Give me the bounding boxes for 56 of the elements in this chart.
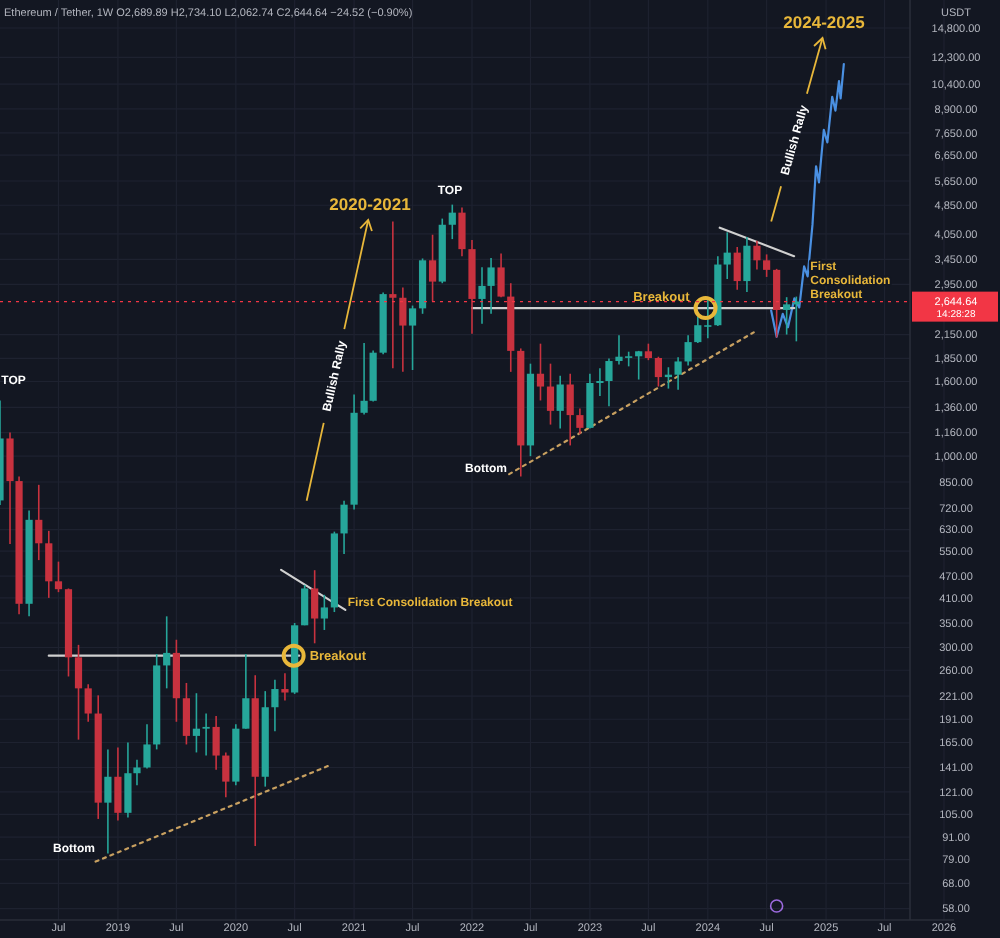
candlestick bbox=[84, 683, 92, 723]
candlestick bbox=[281, 672, 289, 702]
annotation: 2020-2021 bbox=[329, 193, 412, 214]
candlestick bbox=[35, 484, 43, 561]
candlestick bbox=[192, 692, 201, 754]
candlestick bbox=[54, 560, 63, 593]
candlestick bbox=[635, 350, 643, 381]
candlestick bbox=[546, 362, 555, 426]
candlestick bbox=[487, 257, 495, 315]
candlestick bbox=[536, 342, 545, 402]
candlestick bbox=[654, 355, 662, 388]
candlestick bbox=[222, 751, 230, 798]
candlestick bbox=[360, 342, 368, 416]
candlestick bbox=[566, 372, 574, 447]
candlestick bbox=[556, 374, 564, 430]
candlestick bbox=[301, 584, 309, 627]
candlestick bbox=[6, 431, 14, 545]
candlestick bbox=[399, 286, 407, 373]
candlestick bbox=[773, 268, 781, 339]
candlestick bbox=[133, 758, 141, 787]
candlestick bbox=[478, 266, 486, 325]
candlestick bbox=[114, 746, 122, 822]
candlestick bbox=[733, 246, 741, 291]
candlestick bbox=[74, 644, 83, 741]
candlestick bbox=[753, 239, 761, 271]
candlestick bbox=[143, 723, 151, 770]
candlestick bbox=[271, 678, 279, 733]
candlestick bbox=[586, 372, 594, 430]
candlestick bbox=[458, 206, 466, 257]
candlestick bbox=[674, 356, 682, 391]
candlestick bbox=[684, 334, 692, 367]
candlestick bbox=[783, 296, 791, 336]
candlestick bbox=[182, 682, 191, 746]
candlestick bbox=[408, 304, 417, 371]
candlestick bbox=[202, 712, 210, 757]
candlestick bbox=[743, 236, 751, 293]
candlestick bbox=[448, 203, 456, 240]
candlestick bbox=[124, 741, 132, 819]
candlestick bbox=[596, 367, 604, 397]
candlestick bbox=[320, 593, 328, 631]
candlestick bbox=[497, 252, 505, 298]
candlestick bbox=[242, 653, 250, 730]
candlestick bbox=[723, 231, 731, 280]
candlestick bbox=[428, 233, 437, 303]
candlestick bbox=[311, 569, 319, 645]
candlestick bbox=[576, 407, 584, 435]
annotation: 2024-2025 bbox=[783, 11, 866, 32]
candlestick bbox=[340, 500, 348, 555]
candlestick bbox=[104, 748, 112, 855]
candlestick bbox=[163, 615, 171, 690]
candlestick bbox=[389, 220, 397, 369]
candlestick bbox=[172, 638, 180, 723]
candlestick bbox=[212, 715, 220, 771]
candlestick bbox=[605, 357, 613, 407]
candlestick bbox=[45, 530, 53, 599]
candlestick bbox=[763, 253, 771, 278]
